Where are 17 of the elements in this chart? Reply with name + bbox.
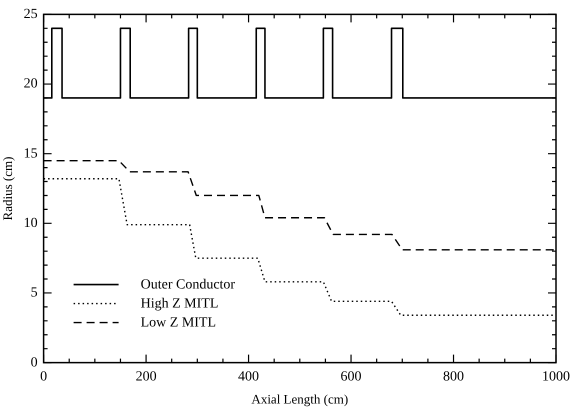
- x-axis-title: Axial Length (cm): [251, 392, 348, 407]
- y-tick-label: 15: [24, 146, 38, 162]
- x-tick-label: 200: [136, 370, 157, 385]
- legend-label: Outer Conductor: [140, 277, 236, 292]
- x-tick-label: 400: [238, 370, 260, 385]
- y-axis-title: Radius (cm): [0, 156, 16, 220]
- y-tick-label: 25: [24, 7, 38, 22]
- y-tick-label: 10: [24, 216, 38, 231]
- x-tick-label: 1000: [542, 370, 570, 385]
- y-tick-label: 5: [30, 286, 38, 301]
- y-tick-label: 20: [24, 76, 38, 92]
- legend-label: High Z MITL: [140, 296, 218, 312]
- x-tick-label: 600: [340, 370, 362, 385]
- x-tick-label: 800: [443, 370, 464, 385]
- legend-label: Low Z MITL: [140, 315, 216, 330]
- y-tick-label: 0: [30, 355, 38, 370]
- x-tick-label: 0: [40, 370, 48, 385]
